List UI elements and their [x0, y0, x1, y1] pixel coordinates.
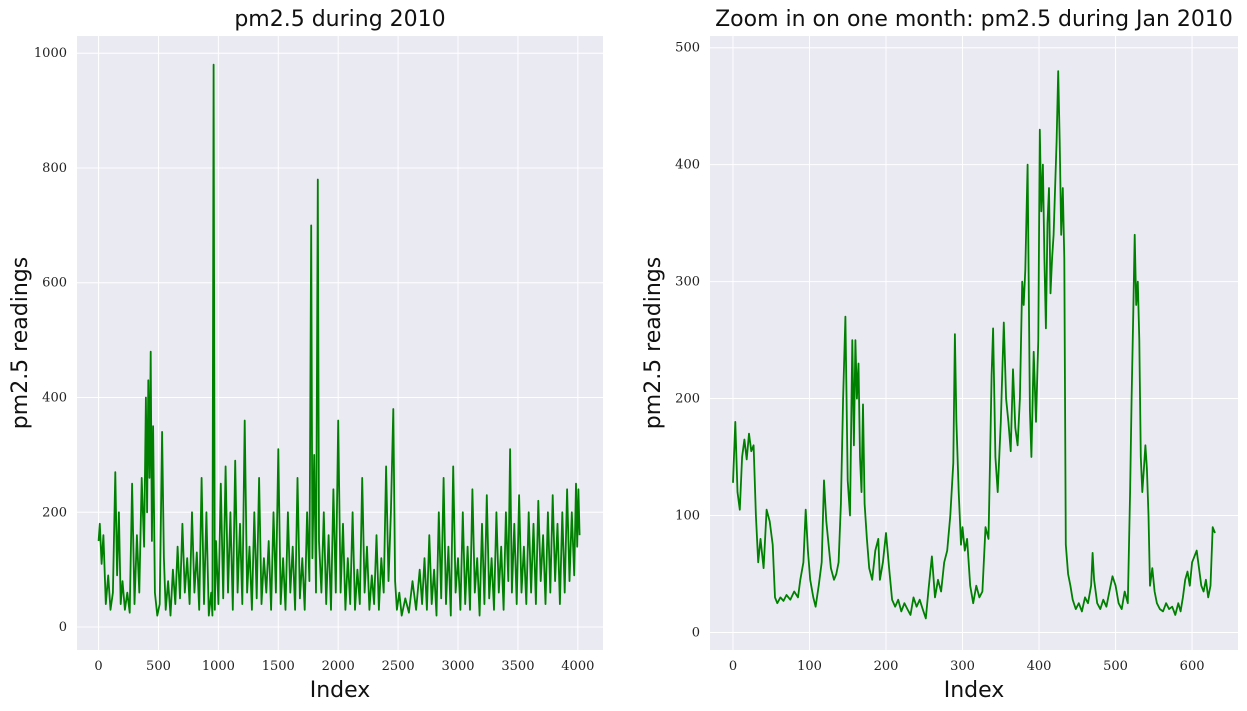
x-tick-label: 0 — [94, 659, 102, 674]
x-tick-labels: 0 500 1000 1500 2000 2500 3000 3500 4000 — [94, 659, 594, 674]
x-tick-label: 1500 — [262, 659, 295, 674]
chart-pm25-2010: 0 500 1000 1500 2000 2500 3000 3500 4000 0 200 400… — [8, 7, 603, 703]
x-tick-label: 100 — [797, 659, 822, 674]
chart-pm25-jan-2010: 0 100 200 300 400 500 600 0 100 200 300 400 500 Zoo… — [641, 7, 1238, 703]
x-tick-label: 3000 — [441, 659, 474, 674]
y-tick-label: 200 — [675, 392, 700, 407]
x-tick-labels: 0 100 200 300 400 500 600 — [729, 659, 1205, 674]
y-tick-label: 400 — [42, 391, 67, 406]
plot-area — [710, 36, 1238, 650]
x-tick-label: 400 — [1027, 659, 1052, 674]
x-axis-label: Index — [310, 678, 371, 703]
chart-title: pm2.5 during 2010 — [234, 7, 445, 32]
y-axis-label: pm2.5 readings — [641, 257, 666, 429]
y-tick-label: 800 — [42, 161, 67, 176]
x-tick-label: 3500 — [501, 659, 534, 674]
y-axis-label: pm2.5 readings — [8, 257, 33, 429]
x-tick-label: 600 — [1180, 659, 1205, 674]
y-tick-label: 0 — [692, 625, 700, 640]
x-tick-label: 300 — [950, 659, 975, 674]
x-axis-label: Index — [944, 678, 1005, 703]
x-tick-label: 2500 — [382, 659, 415, 674]
x-tick-label: 4000 — [561, 659, 594, 674]
gridlines — [710, 36, 1238, 650]
series-line-pm25-jan-2010 — [732, 70, 1216, 620]
y-tick-label: 200 — [42, 505, 67, 520]
x-tick-label: 500 — [1103, 659, 1128, 674]
series-line-pm25-2010 — [97, 63, 581, 617]
x-tick-label: 0 — [729, 659, 737, 674]
y-tick-labels: 0 200 400 600 800 1000 — [34, 46, 67, 635]
x-tick-label: 200 — [874, 659, 899, 674]
y-tick-label: 400 — [675, 158, 700, 173]
y-tick-label: 0 — [59, 620, 67, 635]
x-tick-label: 2000 — [322, 659, 355, 674]
chart-title: Zoom in on one month: pm2.5 during Jan 2… — [715, 7, 1233, 32]
y-tick-label: 100 — [675, 509, 700, 524]
x-tick-label: 1000 — [202, 659, 235, 674]
y-tick-labels: 0 100 200 300 400 500 — [675, 41, 700, 641]
y-tick-label: 300 — [675, 275, 700, 290]
y-tick-label: 500 — [675, 41, 700, 56]
x-tick-label: 500 — [146, 659, 171, 674]
y-tick-label: 600 — [42, 276, 67, 291]
y-tick-label: 1000 — [34, 46, 67, 61]
